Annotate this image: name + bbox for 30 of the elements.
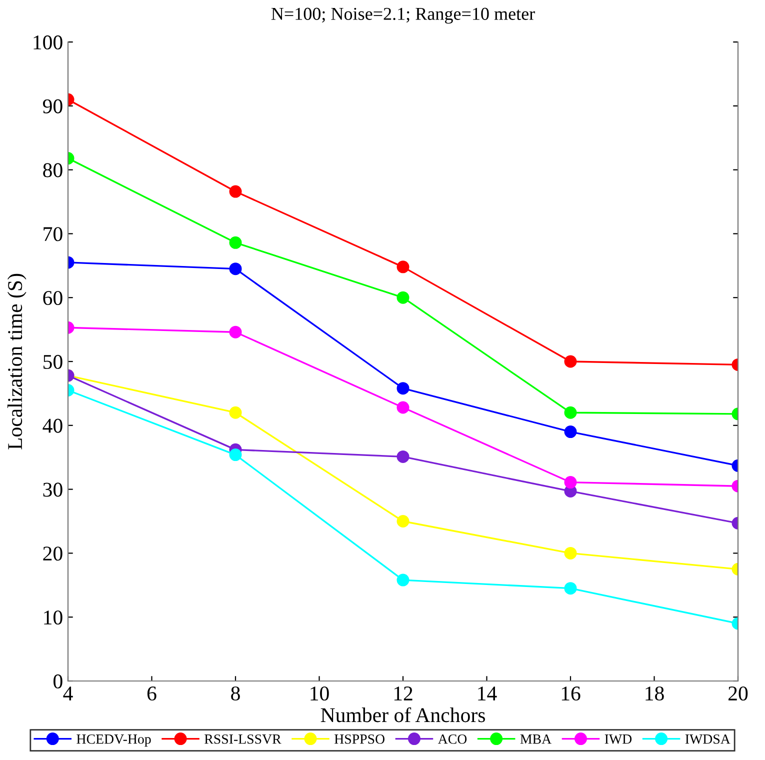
y-tick-label: 0 (54, 674, 62, 688)
y-tick-label: 100 (34, 35, 62, 50)
y-tick-label: 30 (43, 482, 62, 497)
legend-label: IWD (604, 734, 632, 744)
x-axis-title: Number of Anchors (320, 707, 485, 722)
legend-label: IWDSA (685, 734, 730, 744)
y-tick-label: 40 (42, 418, 62, 433)
x-tick-label: 20 (728, 686, 748, 701)
x-tick-label: 6 (147, 686, 156, 701)
legend-label: HCEDV-Hop (76, 734, 151, 747)
y-tick-label: 80 (43, 163, 62, 178)
x-tick-label: 10 (310, 686, 329, 701)
y-axis-title: Localization time (S) (7, 274, 26, 450)
y-tick-label: 10 (44, 610, 62, 625)
legend-label: RSSI-LSSVR (204, 734, 282, 744)
x-tick-label: 14 (478, 686, 497, 700)
y-tick-label: 20 (43, 546, 62, 561)
x-tick-label: 4 (63, 686, 73, 700)
legend-label: MBA (520, 734, 552, 744)
y-tick-label: 70 (44, 227, 62, 242)
y-tick-label: 90 (42, 99, 62, 114)
y-tick-label: 60 (43, 290, 62, 306)
y-tick-label: 50 (44, 354, 62, 369)
legend-label: ACO (438, 734, 467, 744)
x-tick-label: 16 (562, 686, 580, 701)
x-tick-label: 8 (231, 686, 240, 701)
x-tick-label: 18 (646, 686, 664, 701)
legend-label: HSPPSO (334, 734, 384, 744)
x-tick-label: 12 (394, 686, 412, 700)
chart-title: N=100; Noise=2.1; Range=10 meter (271, 8, 535, 24)
